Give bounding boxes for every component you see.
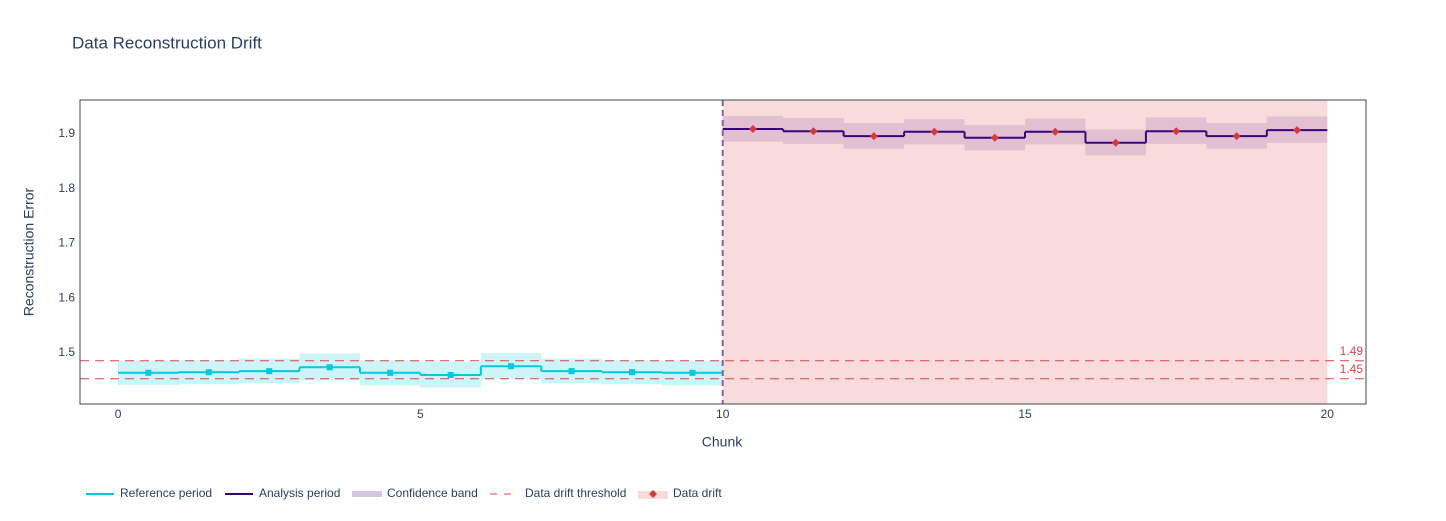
drift-point	[1051, 127, 1060, 136]
y-axis-title: Reconstruction Error	[21, 187, 37, 316]
drift-region	[722, 100, 1328, 404]
y-tick-label: 1.9	[58, 126, 75, 140]
x-axis-title: Chunk	[702, 434, 743, 450]
legend-label: Data drift threshold	[525, 486, 626, 500]
drift-point	[1232, 132, 1241, 141]
legend-label: Analysis period	[259, 486, 340, 500]
data-point	[145, 369, 152, 376]
drift-point	[930, 127, 939, 136]
drift-point	[869, 132, 878, 141]
drift-point	[1172, 127, 1181, 136]
legend-symbol	[352, 491, 382, 497]
y-tick-label: 1.5	[58, 345, 75, 359]
x-tick-label: 5	[417, 407, 424, 421]
threshold-label: 1.45	[1340, 362, 1364, 376]
threshold-label: 1.49	[1340, 344, 1364, 358]
data-point	[447, 371, 454, 378]
y-tick-label: 1.8	[58, 181, 75, 195]
data-point	[326, 364, 333, 371]
data-point	[205, 369, 212, 376]
drift-point	[1111, 138, 1120, 147]
x-tick-label: 0	[115, 407, 122, 421]
drift-point	[748, 125, 757, 134]
data-point	[689, 369, 696, 376]
y-tick-label: 1.6	[58, 290, 75, 304]
drift-point	[1293, 126, 1302, 135]
legend-label: Data drift	[673, 486, 722, 500]
data-point	[629, 369, 636, 376]
legend-symbol	[649, 490, 657, 498]
drift-point	[809, 127, 818, 136]
data-point	[387, 369, 394, 376]
drift-point	[990, 133, 999, 142]
chart-title: Data Reconstruction Drift	[72, 33, 262, 52]
data-point	[568, 368, 575, 375]
legend-label: Reference period	[120, 486, 212, 500]
x-tick-label: 20	[1321, 407, 1335, 421]
x-tick-label: 10	[716, 407, 730, 421]
y-tick-label: 1.7	[58, 236, 75, 250]
data-point	[266, 368, 273, 375]
legend-label: Confidence band	[387, 486, 478, 500]
x-tick-label: 15	[1018, 407, 1032, 421]
plot-frame	[79, 99, 1367, 405]
data-point	[508, 363, 515, 370]
